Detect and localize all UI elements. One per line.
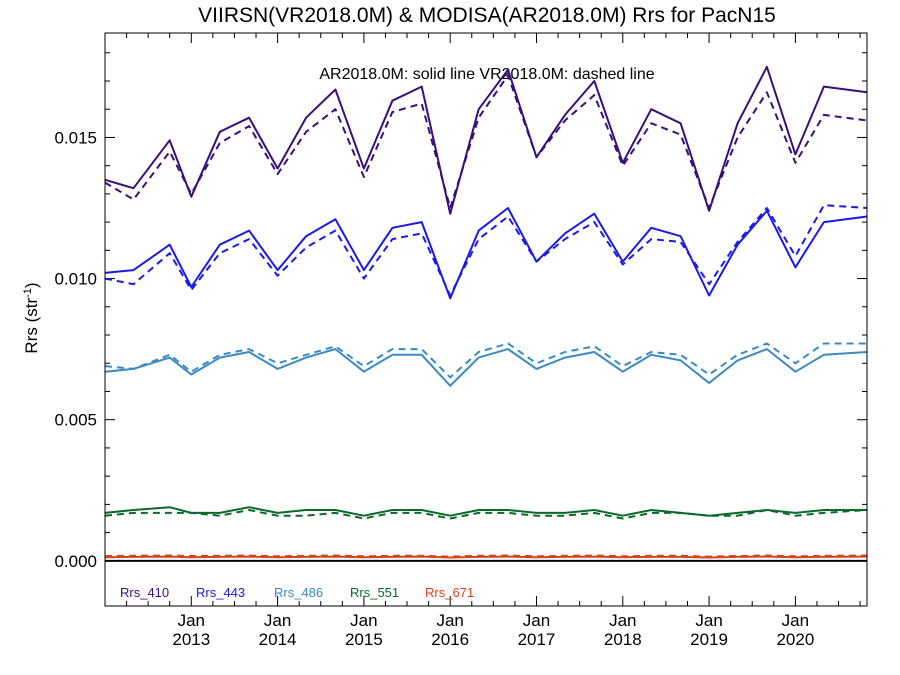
legend: Rrs_410 Rrs_443 Rrs_486 Rrs_551 Rrs_671 xyxy=(120,585,474,600)
legend-item-rrs-551: Rrs_551 xyxy=(350,585,399,600)
series-line-solid-rrs-486 xyxy=(104,348,868,387)
x-tick-month: Jan xyxy=(350,611,377,630)
legend-item-rrs-410: Rrs_410 xyxy=(120,585,169,600)
chart-title: VIIRSN(VR2018.0M) & MODISA(AR2018.0M) Rr… xyxy=(198,4,776,27)
y-tick-label: 0.005 xyxy=(54,411,97,430)
x-tick-month: Jan xyxy=(178,611,205,630)
series-layer xyxy=(104,65,868,559)
x-tick-year: 2020 xyxy=(776,630,814,649)
y-axis-label-sup: -1 xyxy=(22,288,34,298)
series-line-solid-rrs-443 xyxy=(104,207,868,300)
plot-frame xyxy=(104,32,868,607)
legend-item-rrs-671: Rrs_671 xyxy=(425,585,474,600)
chart-subtitle: AR2018.0M: solid line VR2018.0M: dashed … xyxy=(319,66,654,83)
x-tick-month: Jan xyxy=(782,611,809,630)
series-line-dashed-rrs-551 xyxy=(104,509,868,520)
x-tick-year: 2019 xyxy=(690,630,728,649)
series-line-dashed-rrs-486 xyxy=(104,342,867,379)
y-tick-label: 0.010 xyxy=(54,270,97,289)
series-line-solid-rrs-410 xyxy=(104,65,868,215)
x-tick-month: Jan xyxy=(609,611,636,630)
y-axis-label-close: ) xyxy=(22,282,41,288)
legend-item-rrs-443: Rrs_443 xyxy=(196,585,245,600)
series-line-dashed-rrs-410 xyxy=(104,74,868,209)
x-tick-year: 2018 xyxy=(604,630,642,649)
x-tick-year: 2015 xyxy=(345,630,383,649)
series-line-solid-rrs-671 xyxy=(104,555,868,559)
legend-item-rrs-486: Rrs_486 xyxy=(274,585,323,600)
x-tick-year: 2017 xyxy=(518,630,556,649)
x-tick-year: 2013 xyxy=(172,630,210,649)
y-tick-label: 0.000 xyxy=(54,552,97,571)
x-tick-month: Jan xyxy=(523,611,550,630)
x-tick-month: Jan xyxy=(695,611,722,630)
x-tick-year: 2016 xyxy=(431,630,469,649)
y-tick-label: 0.015 xyxy=(54,128,97,147)
y-axis-label-main: Rrs (str xyxy=(22,298,41,354)
x-tick-month: Jan xyxy=(264,611,291,630)
series-line-solid-rrs-551 xyxy=(104,506,867,517)
x-tick-year: 2014 xyxy=(259,630,297,649)
series-line-dashed-rrs-671 xyxy=(104,554,868,558)
y-axis-label: Rrs (str-1) xyxy=(22,282,41,353)
plot-area: 0.0000.0050.0100.015Jan2013Jan2014Jan201… xyxy=(54,33,867,649)
x-tick-month: Jan xyxy=(436,611,463,630)
series-line-dashed-rrs-443 xyxy=(104,204,868,297)
